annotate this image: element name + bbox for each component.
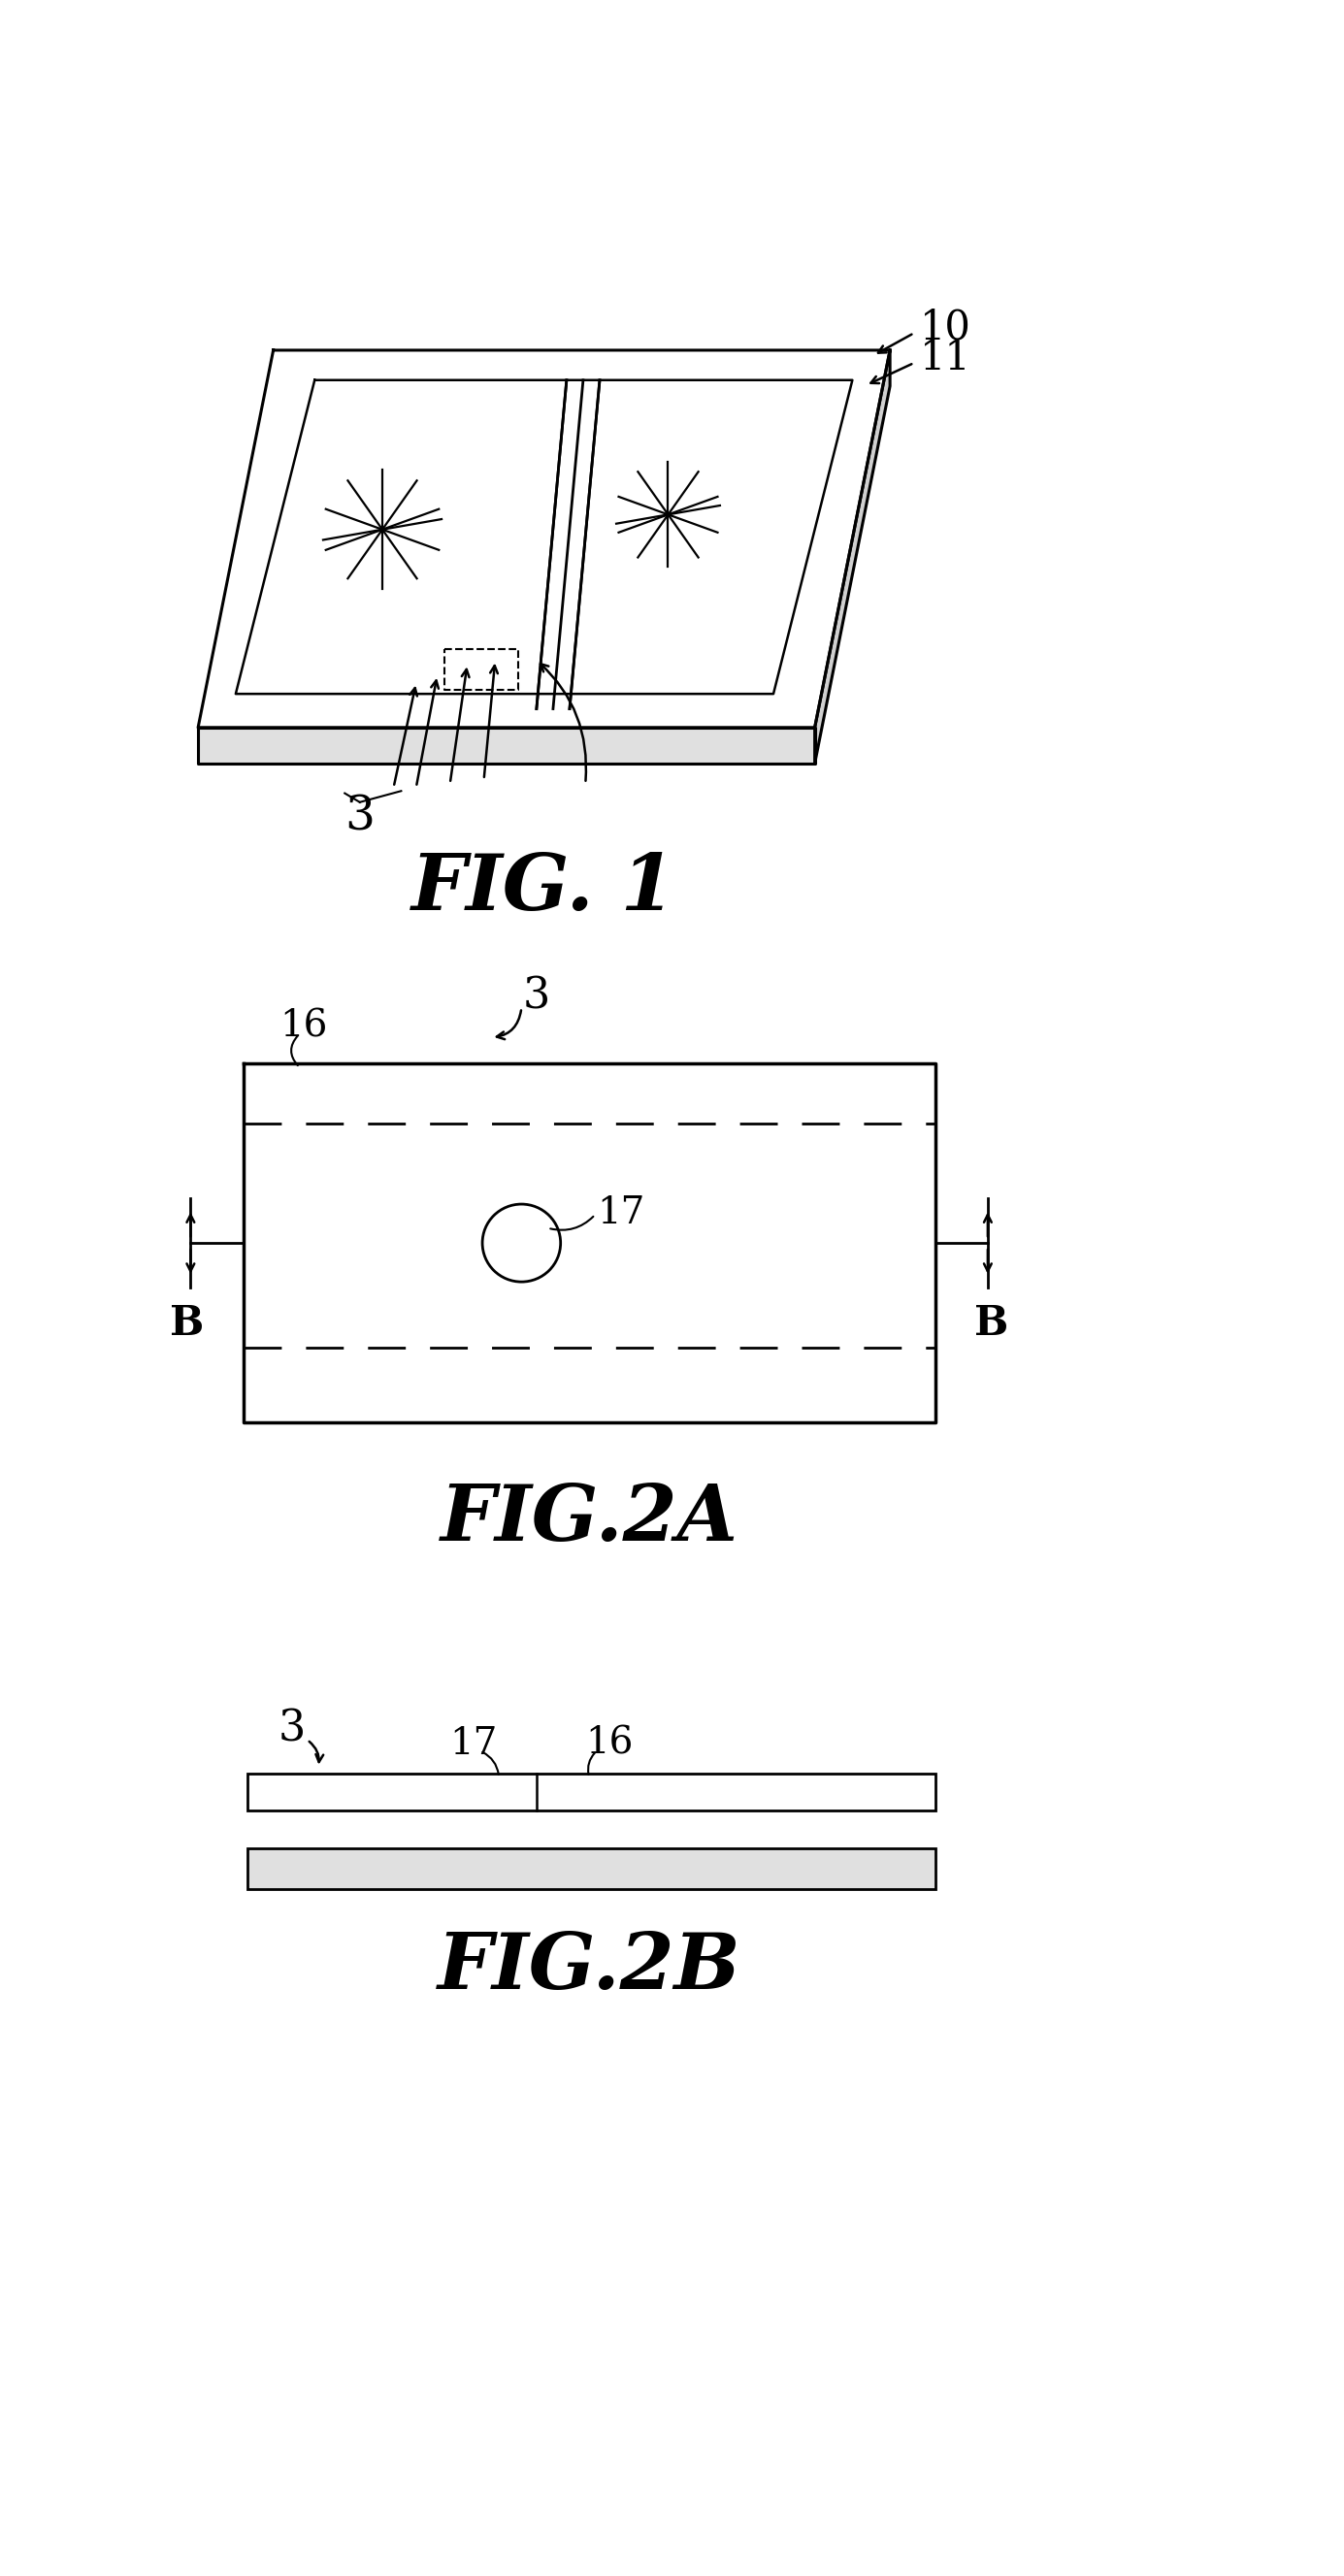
Text: 16: 16 [586,1726,633,1762]
Text: 3: 3 [278,1708,306,1749]
Text: FIG.2B: FIG.2B [437,1929,741,2004]
Text: 3: 3 [344,793,375,840]
Text: B: B [974,1303,1008,1345]
Polygon shape [814,350,890,762]
Text: 17: 17 [450,1726,497,1762]
Text: B: B [169,1303,204,1345]
Text: 11: 11 [921,337,972,379]
Bar [247,1772,935,1811]
Text: 16: 16 [280,1007,327,1043]
Polygon shape [198,726,814,762]
Text: FIG.2A: FIG.2A [439,1481,738,1556]
Text: FIG. 1: FIG. 1 [411,850,676,925]
Polygon shape [198,350,890,726]
Text: 10: 10 [921,307,972,348]
Text: 17: 17 [597,1195,645,1231]
Text: 3: 3 [523,976,550,1018]
Bar [247,1847,935,1888]
